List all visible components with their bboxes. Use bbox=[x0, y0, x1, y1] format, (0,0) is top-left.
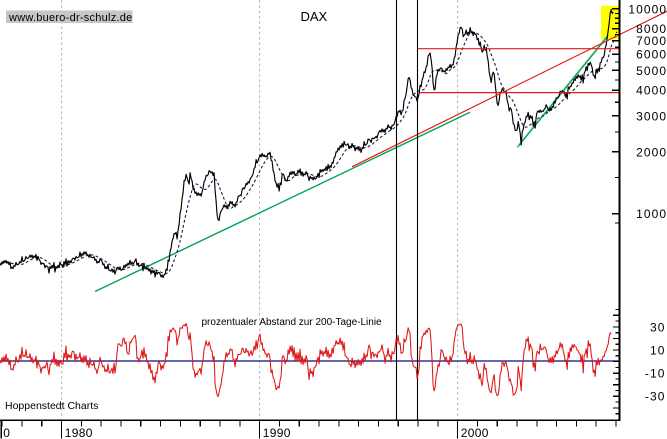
svg-text:8000: 8000 bbox=[636, 22, 667, 36]
svg-text:-10: -10 bbox=[645, 367, 666, 381]
svg-text:4000: 4000 bbox=[636, 84, 667, 98]
svg-text:2000: 2000 bbox=[461, 426, 489, 439]
svg-text:7000: 7000 bbox=[636, 34, 667, 48]
svg-text:5000: 5000 bbox=[636, 64, 667, 78]
svg-text:1000: 1000 bbox=[636, 207, 667, 221]
svg-text:3000: 3000 bbox=[636, 109, 667, 123]
svg-text:-30: -30 bbox=[645, 390, 666, 404]
svg-text:0: 0 bbox=[3, 426, 10, 439]
svg-text:10: 10 bbox=[650, 343, 666, 357]
svg-text:Hoppenstedt Charts: Hoppenstedt Charts bbox=[5, 400, 98, 412]
svg-text:prozentualer Abstand zur 200-T: prozentualer Abstand zur 200-Tage-Linie bbox=[202, 317, 383, 328]
svg-text:DAX: DAX bbox=[301, 9, 328, 24]
svg-text:www.buero-dr-schulz.de: www.buero-dr-schulz.de bbox=[8, 12, 133, 24]
svg-text:10000: 10000 bbox=[628, 2, 667, 16]
svg-text:1980: 1980 bbox=[65, 426, 93, 439]
svg-text:2000: 2000 bbox=[636, 145, 667, 159]
svg-text:30: 30 bbox=[650, 320, 666, 334]
svg-text:1990: 1990 bbox=[263, 426, 291, 439]
svg-text:6000: 6000 bbox=[636, 48, 667, 62]
